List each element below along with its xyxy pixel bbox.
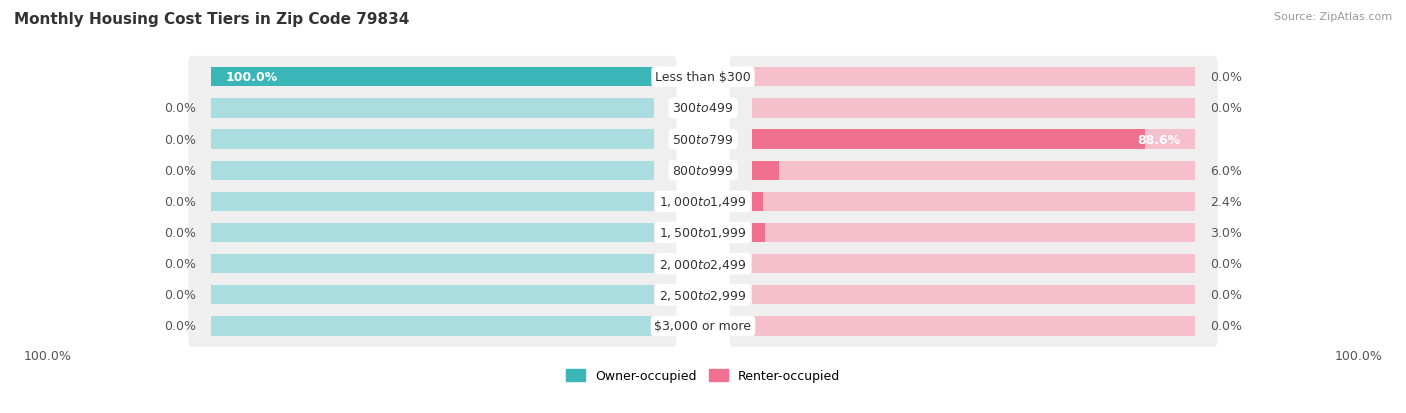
Text: 0.0%: 0.0% bbox=[1209, 258, 1241, 271]
Bar bbox=[211, 130, 654, 150]
Bar bbox=[211, 285, 654, 305]
FancyBboxPatch shape bbox=[188, 88, 676, 129]
Text: 0.0%: 0.0% bbox=[1209, 320, 1241, 332]
Bar bbox=[211, 316, 654, 336]
FancyBboxPatch shape bbox=[188, 305, 676, 347]
Text: 0.0%: 0.0% bbox=[1209, 71, 1241, 84]
FancyBboxPatch shape bbox=[730, 212, 1218, 254]
FancyBboxPatch shape bbox=[730, 119, 1218, 161]
Text: 3.0%: 3.0% bbox=[1209, 226, 1241, 240]
FancyBboxPatch shape bbox=[188, 212, 676, 254]
FancyBboxPatch shape bbox=[730, 57, 1218, 98]
Bar bbox=[752, 99, 1195, 118]
Text: 0.0%: 0.0% bbox=[165, 320, 197, 332]
Text: $2,500 to $2,999: $2,500 to $2,999 bbox=[659, 288, 747, 302]
Text: $3,000 or more: $3,000 or more bbox=[655, 320, 751, 332]
Text: 6.0%: 6.0% bbox=[1209, 164, 1241, 177]
Text: 88.6%: 88.6% bbox=[1137, 133, 1181, 146]
Bar bbox=[211, 68, 654, 87]
FancyBboxPatch shape bbox=[730, 181, 1218, 223]
FancyBboxPatch shape bbox=[730, 150, 1218, 192]
Text: 0.0%: 0.0% bbox=[165, 102, 197, 115]
Text: 0.0%: 0.0% bbox=[165, 226, 197, 240]
Text: $2,000 to $2,499: $2,000 to $2,499 bbox=[659, 257, 747, 271]
Bar bbox=[752, 68, 1195, 87]
Bar bbox=[752, 130, 1195, 150]
Text: Source: ZipAtlas.com: Source: ZipAtlas.com bbox=[1274, 12, 1392, 22]
Bar bbox=[752, 223, 1195, 242]
Text: $1,000 to $1,499: $1,000 to $1,499 bbox=[659, 195, 747, 209]
FancyBboxPatch shape bbox=[730, 243, 1218, 285]
FancyBboxPatch shape bbox=[188, 243, 676, 285]
Text: 100.0%: 100.0% bbox=[1334, 349, 1382, 362]
Bar bbox=[752, 161, 779, 180]
Text: Monthly Housing Cost Tiers in Zip Code 79834: Monthly Housing Cost Tiers in Zip Code 7… bbox=[14, 12, 409, 27]
Text: 100.0%: 100.0% bbox=[24, 349, 72, 362]
Text: 0.0%: 0.0% bbox=[165, 133, 197, 146]
Text: 0.0%: 0.0% bbox=[165, 195, 197, 208]
FancyBboxPatch shape bbox=[730, 274, 1218, 316]
FancyBboxPatch shape bbox=[188, 57, 676, 98]
Bar bbox=[211, 99, 654, 118]
FancyBboxPatch shape bbox=[730, 88, 1218, 129]
Bar bbox=[752, 254, 1195, 274]
Text: 0.0%: 0.0% bbox=[165, 164, 197, 177]
Text: 0.0%: 0.0% bbox=[165, 258, 197, 271]
FancyBboxPatch shape bbox=[188, 181, 676, 223]
FancyBboxPatch shape bbox=[188, 274, 676, 316]
Text: $300 to $499: $300 to $499 bbox=[672, 102, 734, 115]
Bar bbox=[211, 68, 654, 87]
FancyBboxPatch shape bbox=[730, 305, 1218, 347]
Text: 0.0%: 0.0% bbox=[1209, 102, 1241, 115]
Text: $800 to $999: $800 to $999 bbox=[672, 164, 734, 177]
Text: 2.4%: 2.4% bbox=[1209, 195, 1241, 208]
Bar bbox=[752, 316, 1195, 336]
Bar bbox=[752, 130, 1144, 150]
FancyBboxPatch shape bbox=[188, 150, 676, 192]
Text: Less than $300: Less than $300 bbox=[655, 71, 751, 84]
Text: $500 to $799: $500 to $799 bbox=[672, 133, 734, 146]
Bar bbox=[752, 285, 1195, 305]
Text: 0.0%: 0.0% bbox=[165, 289, 197, 301]
Legend: Owner-occupied, Renter-occupied: Owner-occupied, Renter-occupied bbox=[567, 369, 839, 382]
Bar bbox=[211, 161, 654, 180]
FancyBboxPatch shape bbox=[188, 119, 676, 161]
Text: $1,500 to $1,999: $1,500 to $1,999 bbox=[659, 226, 747, 240]
Bar bbox=[752, 223, 765, 242]
Bar bbox=[752, 192, 1195, 211]
Text: 100.0%: 100.0% bbox=[225, 71, 278, 84]
Text: 0.0%: 0.0% bbox=[1209, 289, 1241, 301]
Bar bbox=[211, 223, 654, 242]
Bar bbox=[211, 192, 654, 211]
Bar bbox=[752, 161, 1195, 180]
Bar bbox=[211, 254, 654, 274]
Bar bbox=[752, 192, 763, 211]
